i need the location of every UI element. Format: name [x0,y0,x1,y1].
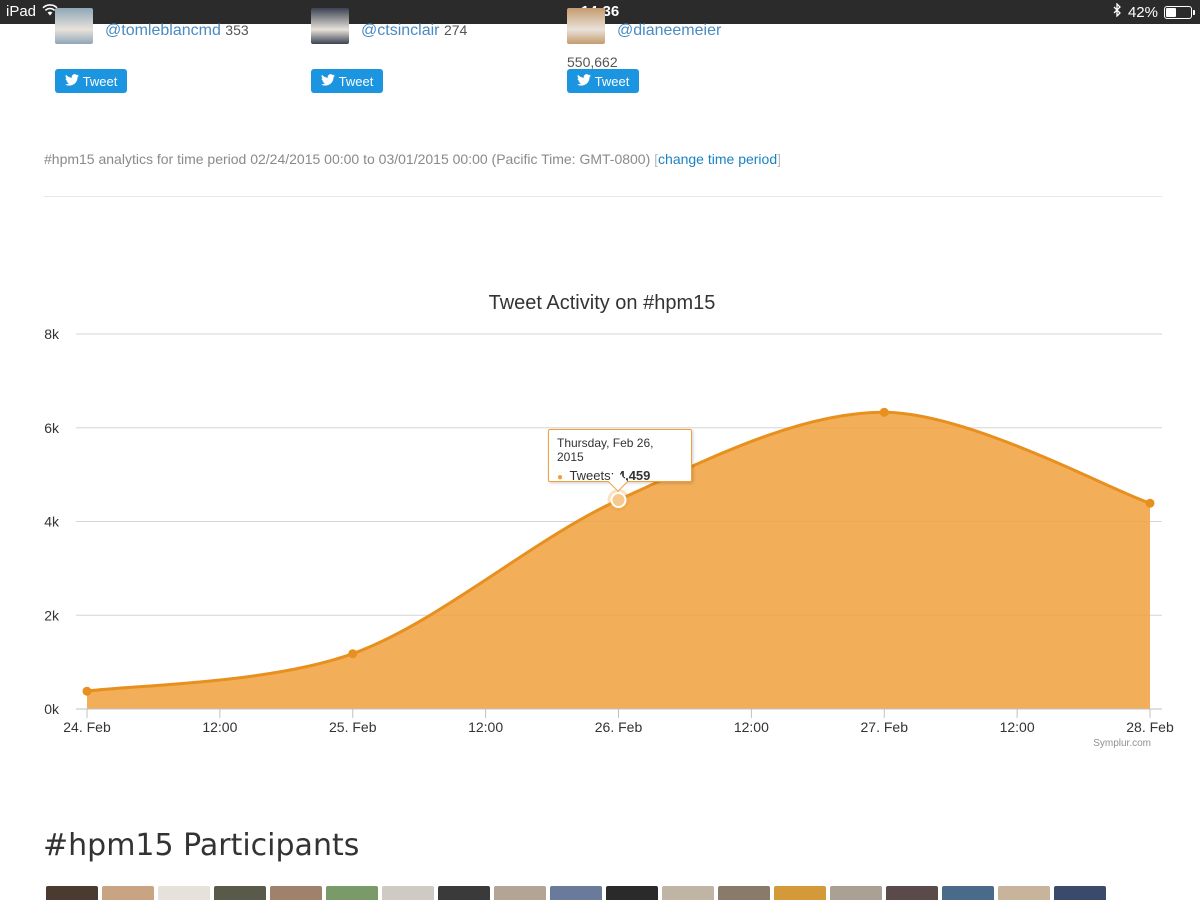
x-tick-label: 28. Feb [1126,719,1174,735]
bracket-close: ] [777,151,781,167]
participant-avatar[interactable] [494,886,546,900]
participant-avatar[interactable] [382,886,434,900]
series-tweets [82,407,1155,709]
twitter-bird-icon [576,73,591,89]
participant-avatar[interactable] [550,886,602,900]
x-tick-label: 25. Feb [329,719,377,735]
participants-grid [46,886,1106,900]
tooltip-label: Tweets: [569,468,615,483]
twitter-bird-icon [320,73,335,89]
x-tick-label: 12:00 [1000,719,1035,735]
participant-avatar[interactable] [774,886,826,900]
tweet-button[interactable]: Tweet [567,69,639,93]
influencer-handle-link[interactable]: @tomleblancmd [105,22,221,39]
y-tick-label: 2k [44,607,60,623]
tweet-button-label: Tweet [338,73,374,89]
avatar[interactable] [311,8,349,44]
chart-tooltip: Thursday, Feb 26, 2015 ● Tweets: 4,459 [548,429,692,492]
avatar[interactable] [55,8,93,44]
x-axis: 24. Feb 12:00 25. Feb 12:00 26. Feb 12:00 27. … [63,708,1174,735]
participant-avatar[interactable] [662,886,714,900]
tweet-button[interactable]: Tweet [55,69,127,93]
area-fill [87,412,1150,709]
participant-avatar[interactable] [214,886,266,900]
divider [44,196,1162,197]
participant-avatar[interactable] [270,886,322,900]
battery-icon [1164,5,1195,19]
data-point[interactable] [1145,498,1155,508]
device-name: iPad [6,3,37,20]
battery-level [1166,7,1177,17]
tweet-count: 550,662 [567,54,618,70]
y-axis-labels: 0k 2k 4k 6k 8k [44,326,60,717]
tweet-count: 274 [443,22,468,38]
participant-avatar[interactable] [718,886,770,900]
tweet-count: 353 [225,22,249,38]
participant-avatar[interactable] [326,886,378,900]
participant-avatar[interactable] [998,886,1050,900]
x-tick-label: 12:00 [468,719,503,735]
chart-title: Tweet Activity on #hpm15 [489,292,716,314]
bracket-open: [ [654,151,659,167]
battery-percent: 42% [1127,3,1158,21]
participant-avatar[interactable] [46,886,98,900]
period-text: #hpm15 analytics for time period 02/24/2… [44,151,651,167]
tweet-button-label: Tweet [82,73,118,89]
series-dot-icon: ● [557,472,564,483]
wifi-icon [42,3,58,20]
bluetooth-icon [1113,2,1122,21]
status-right: 42% [1113,2,1195,21]
influencer-handle-link[interactable]: @dianeemeier [617,22,722,39]
x-tick-label: 12:00 [734,719,769,735]
participant-avatar[interactable] [830,886,882,900]
status-left: iPad [6,3,58,20]
x-tick-label: 24. Feb [63,719,111,735]
data-point[interactable] [348,649,358,659]
analytics-period: #hpm15 analytics for time period 02/24/2… [44,151,781,167]
participants-title: #hpm15 Participants [43,828,360,863]
y-tick-label: 4k [44,514,60,530]
tweet-button-label: Tweet [594,73,630,89]
x-tick-label: 26. Feb [595,719,643,735]
participant-avatar[interactable] [942,886,994,900]
y-tick-label: 6k [44,420,60,436]
tooltip-date: Thursday, Feb 26, 2015 [557,436,654,464]
chart-credits[interactable]: Symplur.com [1093,738,1151,749]
data-point[interactable] [610,491,627,508]
participant-avatar[interactable] [438,886,490,900]
participant-avatar[interactable] [606,886,658,900]
influencer-handle-link[interactable]: @ctsinclair [361,22,440,39]
y-tick-label: 0k [44,701,60,717]
y-tick-label: 8k [44,326,60,342]
tweet-button[interactable]: Tweet [311,69,383,93]
x-tick-label: 12:00 [202,719,237,735]
participant-avatar[interactable] [1054,886,1106,900]
tweet-activity-chart: Tweet Activity on #hpm15 0k 2k 4k 6k 8k 24. … [44,292,1174,749]
twitter-bird-icon [64,73,79,89]
participant-avatar[interactable] [158,886,210,900]
participant-avatar[interactable] [102,886,154,900]
data-point[interactable] [82,686,92,696]
avatar[interactable] [567,8,605,44]
data-point[interactable] [879,407,889,417]
participant-avatar[interactable] [886,886,938,900]
x-tick-label: 27. Feb [861,719,909,735]
change-time-period-link[interactable]: change time period [658,151,778,167]
